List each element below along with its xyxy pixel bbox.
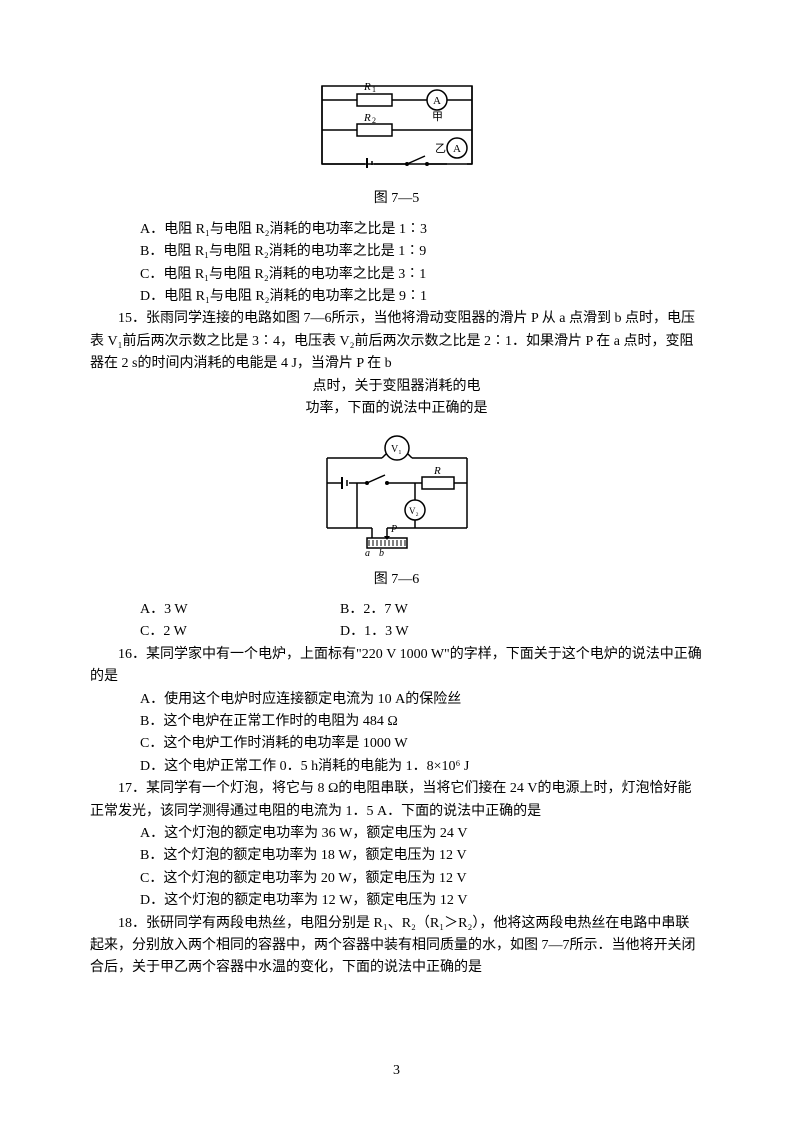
q16-text: 16．某同学家中有一个电炉，上面标有"220 V 1000 W"的字样，下面关于… <box>90 644 703 689</box>
q16-option-c: C．这个电炉工作时消耗的电功率是 1000 W <box>90 733 703 755</box>
svg-text:b: b <box>379 548 384 558</box>
q17-option-b: B．这个灯泡的额定电功率为 18 W，额定电压为 12 V <box>90 845 703 867</box>
q16-option-a: A．使用这个电炉时应连接额定电流为 10 A的保险丝 <box>90 689 703 711</box>
circuit-diagram-7-6: V₁ R V₂ <box>307 428 487 558</box>
q15-options-row2: C．2 W D．1．3 W <box>90 621 703 643</box>
svg-text:R: R <box>363 112 371 124</box>
svg-text:a: a <box>365 548 370 558</box>
svg-text:R: R <box>433 465 441 477</box>
svg-text:甲: 甲 <box>432 111 443 123</box>
q15-text-3: 功率，下面的说法中正确的是 <box>90 398 703 420</box>
svg-text:A: A <box>453 143 461 155</box>
svg-text:A: A <box>433 95 441 107</box>
q18-text: 18．张研同学有两段电热丝，电阻分别是 R₁、R₂（R₁＞R₂），他将这两段电热… <box>90 913 703 980</box>
figure-7-6: V₁ R V₂ <box>90 428 703 591</box>
svg-text:2: 2 <box>372 116 376 125</box>
q15-options-row1: A．3 W B．2．7 W <box>90 599 703 621</box>
svg-text:乙: 乙 <box>435 142 446 155</box>
svg-text:V₂: V₂ <box>409 506 419 516</box>
q15-text-1: 15．张雨同学连接的电路如图 7—6所示，当他将滑动变阻器的滑片 P 从 a 点… <box>90 308 703 375</box>
svg-text:V₁: V₁ <box>391 444 402 455</box>
q16-option-d: D．这个电炉正常工作 0．5 h消耗的电能为 1．8×10⁶ J <box>90 756 703 778</box>
q-pre15-option-c: C．电阻 R₁与电阻 R₂消耗的电功率之比是 3∶1 <box>90 264 703 286</box>
q15-text-2: 点时，关于变阻器消耗的电 <box>90 376 703 398</box>
q-pre15-option-d: D．电阻 R₁与电阻 R₂消耗的电功率之比是 9∶1 <box>90 286 703 308</box>
q-pre15-option-a: A．电阻 R₁与电阻 R₂消耗的电功率之比是 1∶3 <box>90 219 703 241</box>
q17-option-d: D．这个灯泡的额定电功率为 12 W，额定电压为 12 V <box>90 890 703 912</box>
q15-option-d: D．1．3 W <box>340 621 409 643</box>
q15-option-b: B．2．7 W <box>340 599 408 621</box>
q15-option-c: C．2 W <box>140 621 340 643</box>
figure-7-6-caption: 图 7—6 <box>90 569 703 591</box>
q15-option-a: A．3 W <box>140 599 340 621</box>
svg-text:P: P <box>390 524 397 535</box>
q17-option-c: C．这个灯泡的额定电功率为 20 W，额定电压为 12 V <box>90 868 703 890</box>
circuit-diagram-7-5: R 1 A 甲 R 2 A 乙 <box>307 78 487 178</box>
svg-text:R: R <box>363 81 371 93</box>
figure-7-5: R 1 A 甲 R 2 A 乙 图 7—5 <box>90 78 703 211</box>
svg-text:1: 1 <box>372 85 376 94</box>
q-pre15-option-b: B．电阻 R₁与电阻 R₂消耗的电功率之比是 1∶9 <box>90 241 703 263</box>
q16-option-b: B．这个电炉在正常工作时的电阻为 484 Ω <box>90 711 703 733</box>
figure-7-5-caption: 图 7—5 <box>90 188 703 210</box>
q17-text: 17．某同学有一个灯泡，将它与 8 Ω的电阻串联，当将它们接在 24 V的电源上… <box>90 778 703 823</box>
page-number: 3 <box>0 1060 793 1082</box>
q17-option-a: A．这个灯泡的额定电功率为 36 W，额定电压为 24 V <box>90 823 703 845</box>
